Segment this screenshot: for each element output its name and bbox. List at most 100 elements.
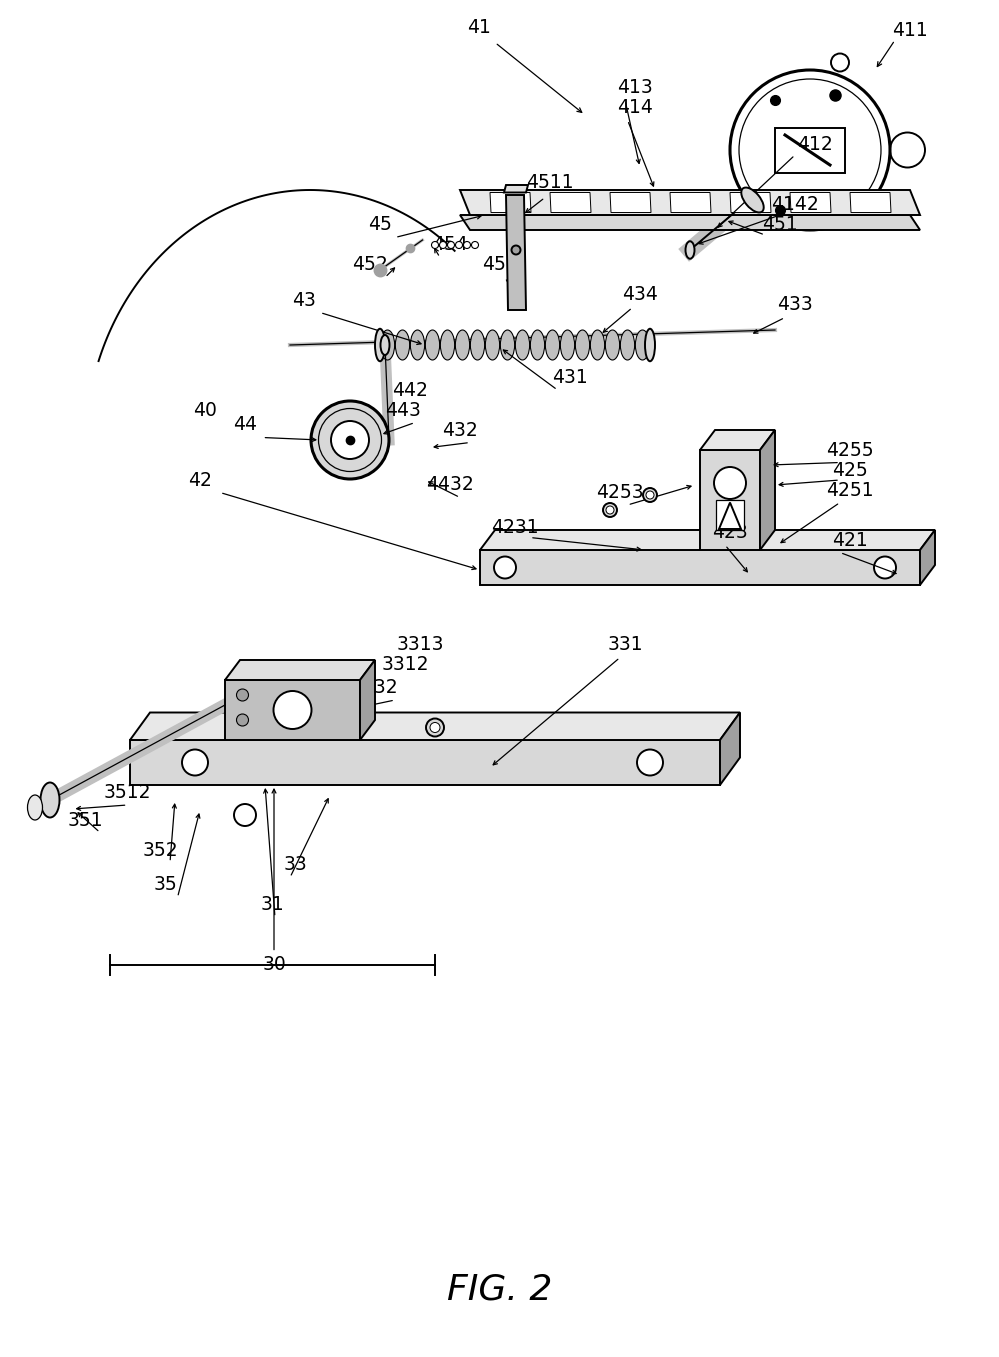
Text: 453: 453 [483,255,517,274]
Circle shape [237,689,249,702]
Text: 423: 423 [712,522,748,541]
Circle shape [448,242,455,248]
Ellipse shape [635,330,649,360]
Circle shape [237,714,249,726]
Circle shape [234,803,256,826]
Text: 4511: 4511 [526,172,573,191]
Text: 42: 42 [188,471,212,490]
Text: 332: 332 [363,678,398,697]
Ellipse shape [605,330,619,360]
Polygon shape [480,550,920,585]
Text: 442: 442 [392,380,428,399]
Text: 434: 434 [622,285,658,304]
Text: 331: 331 [607,635,642,654]
Text: 414: 414 [617,98,653,117]
Polygon shape [700,430,775,451]
Ellipse shape [396,330,410,360]
Text: 432: 432 [443,421,478,440]
Text: 443: 443 [385,400,421,419]
Polygon shape [504,185,528,193]
Polygon shape [506,195,526,309]
Polygon shape [490,193,531,213]
Circle shape [494,556,516,578]
Ellipse shape [500,330,514,360]
Circle shape [430,722,440,733]
Polygon shape [130,740,720,784]
Polygon shape [225,680,360,740]
Text: 3313: 3313 [397,635,444,654]
Text: 44: 44 [233,415,257,434]
Circle shape [714,467,746,499]
Ellipse shape [645,328,655,361]
Polygon shape [700,451,760,550]
Ellipse shape [41,783,60,817]
Circle shape [472,242,479,248]
Polygon shape [360,660,375,740]
Polygon shape [760,430,775,550]
Circle shape [606,506,614,514]
Ellipse shape [545,330,559,360]
Ellipse shape [575,330,589,360]
Ellipse shape [381,330,395,360]
Polygon shape [130,712,740,740]
Text: 3312: 3312 [382,655,429,674]
Ellipse shape [620,330,634,360]
Ellipse shape [515,330,529,360]
Polygon shape [920,531,935,585]
Text: 30: 30 [262,955,286,974]
Ellipse shape [375,328,385,361]
Text: 433: 433 [777,296,813,315]
Circle shape [440,242,447,248]
Text: 43: 43 [292,290,316,309]
Circle shape [311,402,389,479]
Ellipse shape [381,335,390,356]
Circle shape [646,491,654,499]
Text: 31: 31 [261,896,285,915]
Text: 45: 45 [368,216,392,235]
Circle shape [432,242,439,248]
Circle shape [603,503,617,517]
Polygon shape [460,190,920,214]
Text: 3512: 3512 [104,783,151,802]
Text: 35: 35 [153,875,177,894]
Circle shape [182,749,208,775]
Text: 411: 411 [892,20,928,39]
Text: 4251: 4251 [826,480,874,499]
Ellipse shape [441,330,455,360]
Ellipse shape [741,187,763,213]
Circle shape [274,691,312,729]
Circle shape [464,242,471,248]
Text: 454: 454 [432,236,468,255]
Ellipse shape [456,330,470,360]
Text: 4231: 4231 [492,518,538,537]
Polygon shape [225,660,375,680]
Ellipse shape [530,330,544,360]
Ellipse shape [28,795,43,820]
Text: 431: 431 [552,368,587,387]
Ellipse shape [511,246,520,255]
Text: 452: 452 [352,255,388,274]
Polygon shape [610,193,651,213]
Text: 4142: 4142 [771,195,819,214]
Polygon shape [670,193,711,213]
Ellipse shape [685,242,694,259]
Ellipse shape [471,330,485,360]
Text: 425: 425 [832,460,868,479]
Ellipse shape [590,330,604,360]
Text: 451: 451 [762,216,798,235]
Text: 33: 33 [283,855,307,874]
Circle shape [637,749,663,775]
Ellipse shape [486,330,500,360]
Circle shape [874,556,896,578]
Text: 4253: 4253 [596,483,643,502]
Polygon shape [775,128,845,172]
Polygon shape [730,193,771,213]
Text: 41: 41 [468,18,491,37]
Text: 4255: 4255 [826,441,874,460]
Polygon shape [716,499,744,531]
Circle shape [456,242,463,248]
Text: 352: 352 [142,840,178,859]
Text: 413: 413 [617,77,653,96]
Text: FIG. 2: FIG. 2 [447,1273,552,1307]
Circle shape [643,489,657,502]
